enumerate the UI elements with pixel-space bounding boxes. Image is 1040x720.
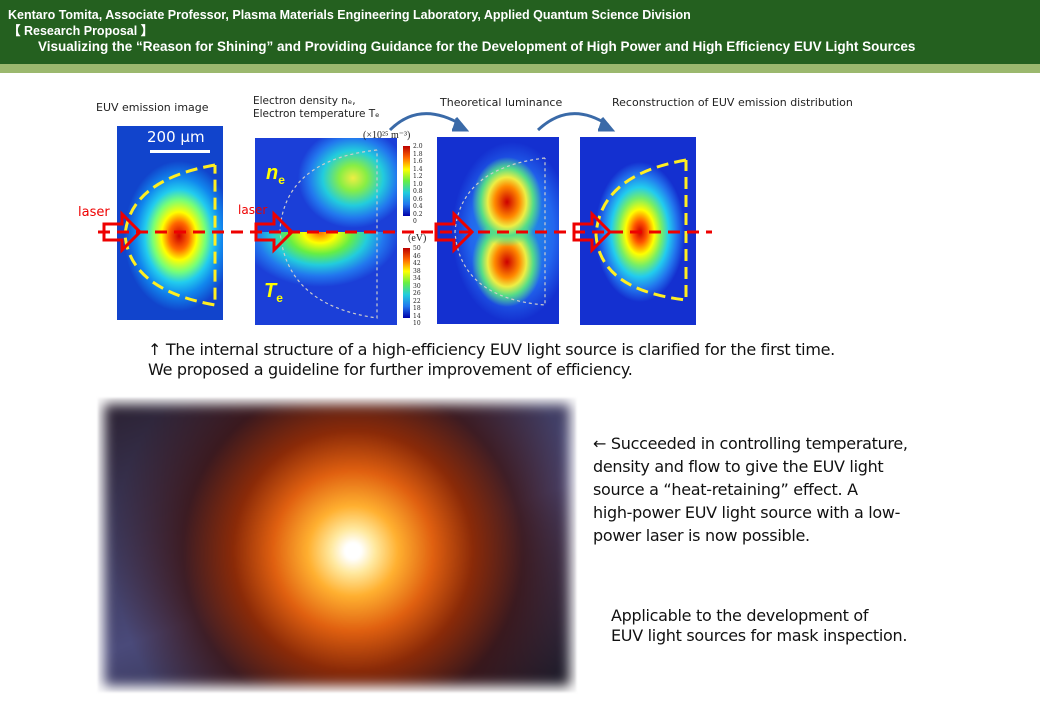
temperature-tick: 26 bbox=[413, 290, 421, 297]
caption-line: high-power EUV light source with a low- bbox=[593, 503, 901, 522]
density-tick: 0.8 bbox=[413, 188, 423, 195]
temperature-ticks: 50 46 42 38 34 30 26 22 18 14 10 bbox=[413, 245, 421, 328]
proposal-label: 【 Research Proposal 】 bbox=[8, 23, 154, 38]
temperature-tick: 34 bbox=[413, 275, 421, 282]
caption-line: density and flow to give the EUV light bbox=[593, 457, 884, 476]
slide-header: Kentaro Tomita, Associate Professor, Pla… bbox=[0, 0, 1040, 64]
temperature-tick: 38 bbox=[413, 267, 421, 275]
dotted-contour-2 bbox=[454, 157, 546, 306]
caption-structure-2: We proposed a guideline for further impr… bbox=[148, 360, 633, 379]
density-tick: 0.6 bbox=[413, 195, 423, 203]
density-tick: 1.8 bbox=[413, 150, 423, 158]
scale-bar bbox=[150, 150, 210, 153]
temperature-colorbar bbox=[403, 248, 410, 318]
caption-heat-retaining: ← Succeeded in controlling temperature, d… bbox=[593, 432, 908, 547]
label-reconstruction: Reconstruction of EUV emission distribut… bbox=[612, 96, 853, 109]
temperature-tick: 30 bbox=[413, 282, 421, 290]
temperature-tick: 46 bbox=[413, 252, 421, 260]
temperature-tick: 50 bbox=[413, 245, 421, 252]
slide-title: Visualizing the “Reason for Shining” and… bbox=[38, 39, 916, 54]
density-tick: 2.0 bbox=[413, 143, 423, 150]
laser-label-2: laser bbox=[238, 203, 268, 217]
caption-line: EUV light sources for mask inspection. bbox=[611, 626, 908, 645]
ne-label: ne bbox=[266, 162, 285, 187]
density-tick: 0.4 bbox=[413, 203, 423, 210]
laser-label-1: laser bbox=[78, 205, 110, 220]
dotted-contour bbox=[279, 149, 378, 319]
density-ticks: 2.0 1.8 1.6 1.4 1.2 1.0 0.8 0.6 0.4 0.2 0 bbox=[413, 143, 423, 226]
caption-line: Applicable to the development of bbox=[611, 606, 869, 625]
temperature-tick: 22 bbox=[413, 297, 421, 305]
emission-contour bbox=[123, 158, 688, 307]
density-colorbar bbox=[403, 146, 410, 216]
label-luminance: Theoretical luminance bbox=[440, 96, 563, 109]
author-line: Kentaro Tomita, Associate Professor, Pla… bbox=[8, 8, 691, 22]
label-emission: EUV emission image bbox=[96, 101, 209, 114]
caption-line: source a “heat-retaining” effect. A bbox=[593, 480, 858, 499]
temperature-tick: 18 bbox=[413, 305, 421, 312]
caption-structure-1: ↑ The internal structure of a high-effic… bbox=[148, 340, 835, 359]
density-tick: 0 bbox=[413, 218, 417, 225]
flow-arrows bbox=[388, 112, 616, 132]
temperature-tick: 10 bbox=[413, 320, 421, 327]
laser-arrows bbox=[102, 210, 613, 254]
density-tick: 1.0 bbox=[413, 180, 423, 188]
temperature-unit: (eV) bbox=[408, 233, 427, 244]
caption-mask-inspection: Applicable to the development of EUV ligh… bbox=[611, 606, 907, 646]
caption-line: ← Succeeded in controlling temperature, bbox=[593, 434, 908, 453]
density-tick: 1.2 bbox=[413, 173, 423, 180]
density-unit: (×10²⁵ m⁻³) bbox=[363, 130, 411, 141]
euv-emission-image bbox=[117, 126, 223, 320]
temperature-tick: 14 bbox=[413, 312, 421, 320]
label-density: Electron density nₑ, bbox=[253, 95, 356, 107]
density-tick: 1.4 bbox=[413, 165, 423, 173]
temperature-tick: 42 bbox=[413, 260, 421, 267]
density-tick: 0.2 bbox=[413, 210, 423, 218]
te-label: Te bbox=[264, 280, 283, 305]
caption-line: power laser is now possible. bbox=[593, 526, 810, 545]
header-band bbox=[0, 64, 1040, 73]
scale-bar-label: 200 μm bbox=[147, 128, 205, 146]
euv-plasma-photo bbox=[98, 398, 576, 692]
label-temperature: Electron temperature Tₑ bbox=[253, 108, 380, 120]
density-tick: 1.6 bbox=[413, 158, 423, 165]
